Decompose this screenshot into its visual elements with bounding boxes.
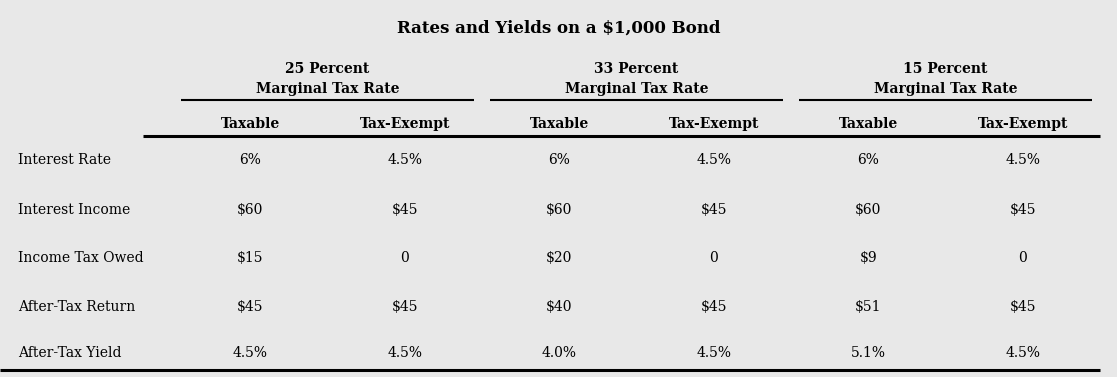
Text: 15 Percent: 15 Percent — [904, 62, 987, 76]
Text: $15: $15 — [237, 251, 264, 265]
Text: 0: 0 — [1019, 251, 1028, 265]
Text: 0: 0 — [709, 251, 718, 265]
Text: $45: $45 — [1010, 203, 1035, 217]
Text: $20: $20 — [546, 251, 572, 265]
Text: 4.5%: 4.5% — [1005, 153, 1040, 167]
Text: After-Tax Yield: After-Tax Yield — [18, 346, 122, 360]
Text: 5.1%: 5.1% — [851, 346, 886, 360]
Text: $60: $60 — [237, 203, 264, 217]
Text: 4.5%: 4.5% — [232, 346, 268, 360]
Text: 25 Percent: 25 Percent — [285, 62, 370, 76]
Text: Taxable: Taxable — [529, 117, 589, 131]
Text: Marginal Tax Rate: Marginal Tax Rate — [256, 82, 399, 96]
Text: 4.5%: 4.5% — [388, 346, 422, 360]
Text: 6%: 6% — [858, 153, 879, 167]
Text: 6%: 6% — [548, 153, 570, 167]
Text: Taxable: Taxable — [221, 117, 280, 131]
Text: $60: $60 — [546, 203, 572, 217]
Text: 0: 0 — [400, 251, 409, 265]
Text: Tax-Exempt: Tax-Exempt — [360, 117, 450, 131]
Text: 4.5%: 4.5% — [696, 346, 732, 360]
Text: $45: $45 — [391, 203, 418, 217]
Text: $45: $45 — [700, 300, 727, 314]
Text: 33 Percent: 33 Percent — [594, 62, 679, 76]
Text: $51: $51 — [855, 300, 881, 314]
Text: After-Tax Return: After-Tax Return — [18, 300, 135, 314]
Text: $45: $45 — [1010, 300, 1035, 314]
Text: Rates and Yields on a $1,000 Bond: Rates and Yields on a $1,000 Bond — [397, 20, 720, 37]
Text: Interest Rate: Interest Rate — [18, 153, 111, 167]
Text: Tax-Exempt: Tax-Exempt — [977, 117, 1068, 131]
Text: Income Tax Owed: Income Tax Owed — [18, 251, 144, 265]
Text: $45: $45 — [700, 203, 727, 217]
Text: Taxable: Taxable — [839, 117, 898, 131]
Text: $45: $45 — [391, 300, 418, 314]
Text: Interest Income: Interest Income — [18, 203, 131, 217]
Text: $45: $45 — [237, 300, 264, 314]
Text: Marginal Tax Rate: Marginal Tax Rate — [873, 82, 1018, 96]
Text: 6%: 6% — [239, 153, 261, 167]
Text: 4.0%: 4.0% — [542, 346, 576, 360]
Text: 4.5%: 4.5% — [1005, 346, 1040, 360]
Text: Marginal Tax Rate: Marginal Tax Rate — [565, 82, 708, 96]
Text: $40: $40 — [546, 300, 573, 314]
Text: 4.5%: 4.5% — [388, 153, 422, 167]
Text: $60: $60 — [855, 203, 881, 217]
Text: 4.5%: 4.5% — [696, 153, 732, 167]
Text: $9: $9 — [859, 251, 877, 265]
Text: Tax-Exempt: Tax-Exempt — [669, 117, 758, 131]
